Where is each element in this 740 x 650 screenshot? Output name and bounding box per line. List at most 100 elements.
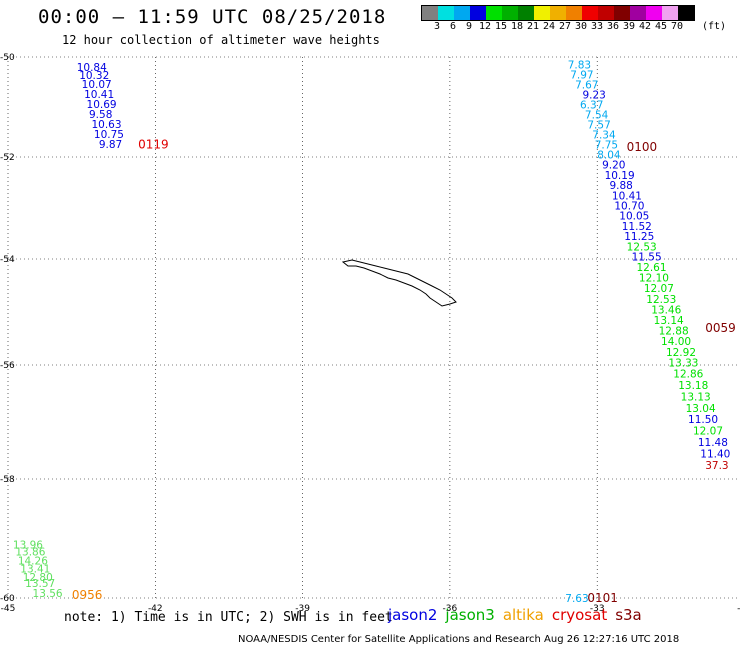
swh-value-label: 12.07 [693, 426, 723, 438]
scale-swatch [534, 6, 550, 20]
swh-value-label: 7.34 [592, 130, 616, 142]
scale-label: 6 [449, 21, 457, 32]
swh-value-label: 7.63 [565, 593, 588, 605]
swh-value-label: 13.18 [678, 380, 708, 392]
wave-height-color-scale [421, 5, 695, 21]
swh-value-label: 6.37 [580, 100, 603, 112]
x-tick-label: -45 [1, 604, 16, 614]
scale-label: 9 [465, 21, 473, 32]
swh-value-label: 9.20 [602, 160, 625, 172]
scale-label: 15 [494, 21, 508, 32]
scale-swatch [582, 6, 598, 20]
swh-value-label: 10.84 [77, 62, 107, 74]
swh-value-label: 11.55 [632, 251, 662, 263]
y-tick-label: -56 [0, 361, 15, 371]
swh-value-label: 10.07 [82, 79, 112, 91]
swh-value-label: 10.05 [619, 211, 649, 223]
scale-label: 33 [590, 21, 604, 32]
scale-swatch [598, 6, 614, 20]
swh-value-label: 13.46 [651, 304, 681, 316]
swh-value-label: 13.13 [681, 391, 711, 403]
y-tick-label: -60 [0, 594, 15, 604]
pass-time-label: 0100 [627, 140, 658, 154]
swh-value-label: 7.75 [595, 140, 618, 152]
swh-value-label: 7.97 [570, 70, 593, 82]
legend-entry-jason3: jason3 [445, 606, 495, 624]
swh-value-label: 7.67 [575, 80, 598, 92]
scale-label: 24 [542, 21, 556, 32]
legend-entry-cryosat: cryosat [551, 606, 608, 624]
satellite-legend: jason2 jason3 altika cryosat s3a [388, 606, 650, 624]
swh-value-label: 14.26 [18, 556, 48, 568]
scale-label: 42 [638, 21, 652, 32]
y-tick-label: -54 [0, 255, 15, 265]
swh-value-label: 7.54 [585, 110, 609, 122]
scale-swatch [486, 6, 502, 20]
swh-value-label: 11.25 [624, 231, 654, 243]
scale-swatch [646, 6, 662, 20]
color-scale-unit: (ft) [702, 21, 727, 32]
scale-swatch [630, 6, 646, 20]
swh-value-label: 8.04 [597, 150, 621, 162]
scale-swatch [678, 6, 694, 20]
swh-value-label: 14.00 [661, 336, 691, 348]
swh-value-label: 13.33 [668, 357, 698, 369]
map-subtitle: 12 hour collection of altimeter wave hei… [62, 33, 380, 47]
swh-value-label: 12.61 [636, 262, 666, 274]
swh-value-label: 9.58 [89, 109, 112, 121]
pass-time-label: 0059 [705, 321, 736, 335]
swh-value-label: 12.92 [666, 347, 696, 359]
y-tick-label: -52 [0, 153, 15, 163]
swh-value-label: 10.41 [612, 190, 642, 202]
swh-value-label: 7.83 [568, 60, 591, 72]
scale-label: 45 [654, 21, 668, 32]
scale-label: 21 [526, 21, 540, 32]
swh-value-label: 11.50 [688, 414, 718, 426]
swh-value-label: 13.86 [15, 547, 45, 559]
wave-height-points: 10.8410.3210.0710.4110.699.5810.6310.759… [13, 60, 736, 606]
swh-value-label: 12.10 [639, 273, 669, 285]
scale-label: 70 [670, 21, 684, 32]
swh-value-label: 9.23 [582, 90, 605, 102]
scale-label: 18 [510, 21, 524, 32]
scale-swatch [550, 6, 566, 20]
swh-value-label: 37.3 [705, 460, 728, 472]
scale-swatch [470, 6, 486, 20]
swh-value-label: 13.14 [654, 315, 684, 327]
swh-value-label: 13.04 [686, 403, 716, 415]
swh-value-label: 13.57 [25, 578, 55, 590]
swh-value-label: 7.57 [587, 120, 610, 132]
x-tick-label: -39 [295, 604, 310, 614]
map-title: 00:00 – 11:59 UTC 08/25/2018 [38, 6, 387, 28]
scale-label: 39 [622, 21, 636, 32]
scale-swatch [614, 6, 630, 20]
x-tick-label: -33 [590, 604, 605, 614]
axis-ticks: -45 -42 -39 -36 -33 -30 -50 -52 -54 -56 -58 -60 [0, 53, 740, 614]
south-georgia-island-outline [341, 259, 457, 307]
scale-label: 36 [606, 21, 620, 32]
swh-value-label: 10.63 [91, 119, 121, 131]
pass-time-label: 0101 [587, 591, 618, 605]
swh-value-label: 10.75 [94, 129, 124, 141]
legend-entry-s3a: s3a [615, 606, 642, 624]
pass-time-label: 0119 [138, 138, 169, 152]
x-tick-label: -30 [737, 604, 740, 614]
legend-entry-jason2: jason2 [388, 606, 438, 624]
y-tick-label: -58 [0, 475, 15, 485]
swh-value-label: 9.87 [99, 139, 122, 151]
swh-value-label: 9.88 [609, 180, 632, 192]
swh-value-label: 12.86 [673, 369, 703, 381]
swh-value-label: 11.48 [698, 437, 728, 449]
scale-swatch [502, 6, 518, 20]
scale-label: 27 [558, 21, 572, 32]
swh-value-label: 13.56 [33, 588, 63, 600]
swh-value-label: 12.88 [659, 326, 689, 338]
scale-swatch [438, 6, 454, 20]
scale-label: 12 [478, 21, 492, 32]
swh-value-label: 10.32 [79, 70, 109, 82]
pass-time-label: 0956 [72, 588, 103, 602]
swh-value-label: 10.41 [84, 89, 114, 101]
scale-swatch [454, 6, 470, 20]
